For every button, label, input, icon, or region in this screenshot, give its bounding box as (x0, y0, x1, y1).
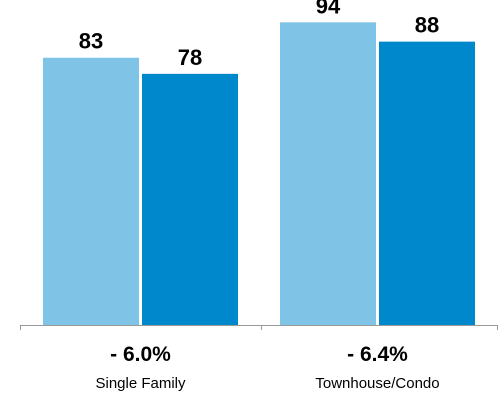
category-group-1: - 6.4% Townhouse/Condo (315, 343, 439, 392)
value-labels-group: 83 78 94 88 (79, 0, 439, 70)
category-change-label: - 6.4% (347, 343, 408, 366)
bar-1-1 (379, 41, 475, 325)
value-label-0-1: 78 (178, 45, 202, 70)
category-label: Single Family (95, 375, 186, 392)
bar-1-0 (280, 22, 376, 325)
value-label-1-0: 94 (316, 0, 341, 18)
bar-0-1 (142, 73, 238, 325)
bar-0-0 (43, 57, 139, 326)
bars-group (43, 22, 475, 326)
category-label: Townhouse/Condo (315, 375, 439, 392)
category-group-0: - 6.0% Single Family (95, 343, 186, 392)
value-label-0-0: 83 (79, 29, 103, 54)
value-label-1-1: 88 (415, 13, 439, 38)
x-axis-ticks (20, 325, 498, 330)
category-change-label: - 6.0% (110, 343, 171, 366)
